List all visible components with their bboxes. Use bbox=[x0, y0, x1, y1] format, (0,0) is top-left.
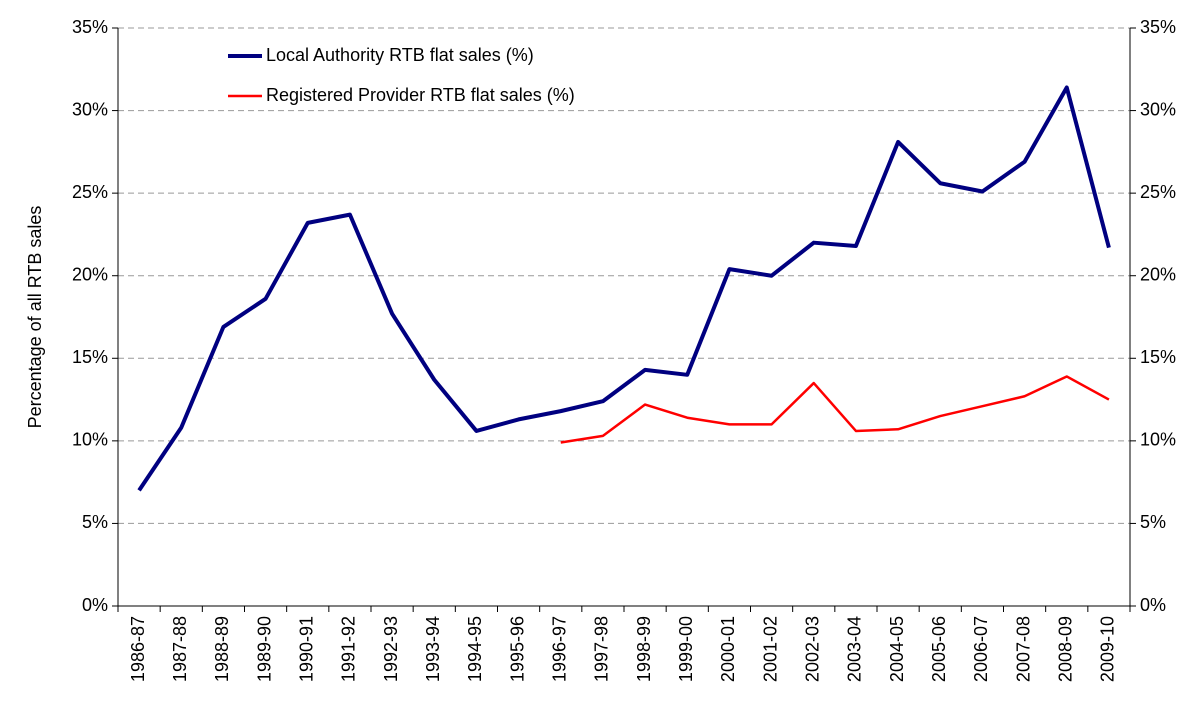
x-tick-label: 1995-96 bbox=[507, 616, 527, 682]
y2-tick-label: 10% bbox=[1140, 430, 1176, 450]
x-tick-label: 2002-03 bbox=[803, 616, 823, 682]
x-tick-label: 2000-01 bbox=[718, 616, 738, 682]
x-tick-label: 2005-06 bbox=[929, 616, 949, 682]
y-tick-label: 20% bbox=[72, 264, 108, 284]
x-tick-label: 1991-92 bbox=[339, 616, 359, 682]
legend-box bbox=[175, 36, 715, 108]
y-tick-label: 35% bbox=[72, 17, 108, 37]
x-tick-label: 1993-94 bbox=[423, 616, 443, 682]
y-tick-label: 25% bbox=[72, 182, 108, 202]
legend-label: Registered Provider RTB flat sales (%) bbox=[266, 85, 575, 105]
y-tick-label: 0% bbox=[82, 595, 108, 615]
y-tick-label: 15% bbox=[72, 347, 108, 367]
y2-tick-label: 35% bbox=[1140, 17, 1176, 37]
y-axis-label: Percentage of all RTB sales bbox=[25, 206, 45, 429]
y-tick-label: 10% bbox=[72, 430, 108, 450]
legend: Local Authority RTB flat sales (%) Regist… bbox=[175, 36, 715, 108]
x-tick-label: 2008-09 bbox=[1056, 616, 1076, 682]
series-line bbox=[560, 375, 1110, 444]
x-tick-label: 2006-07 bbox=[971, 616, 991, 682]
plot bbox=[137, 85, 1111, 492]
x-tick-label: 1987-88 bbox=[170, 616, 190, 682]
y2-tick-label: 20% bbox=[1140, 264, 1176, 284]
y2-tick-label: 15% bbox=[1140, 347, 1176, 367]
x-tick-label: 1990-91 bbox=[297, 616, 317, 682]
x-tick-label: 2003-04 bbox=[845, 616, 865, 682]
x-tick-label: 1999-00 bbox=[676, 616, 696, 682]
y2-tick-label: 25% bbox=[1140, 182, 1176, 202]
x-tick-label: 1986-87 bbox=[128, 616, 148, 682]
y-tick-label: 30% bbox=[72, 99, 108, 119]
x-tick-label: 1988-89 bbox=[212, 616, 232, 682]
x-tick-label: 2007-08 bbox=[1013, 616, 1033, 682]
x-tick-label: 2004-05 bbox=[887, 616, 907, 682]
x-tick-label: 1994-95 bbox=[465, 616, 485, 682]
x-tick-label: 1996-97 bbox=[550, 616, 570, 682]
y2-tick-label: 30% bbox=[1140, 99, 1176, 119]
legend-label: Local Authority RTB flat sales (%) bbox=[266, 45, 534, 65]
x-tick-label: 1989-90 bbox=[254, 616, 274, 682]
x-tick-label: 2009-10 bbox=[1098, 616, 1118, 682]
y2-tick-label: 5% bbox=[1140, 512, 1166, 532]
axes: 0% 5% 10% 15% 20% 25% 30% 35% 0% 5% 10% 15% 20% 25% 30… bbox=[72, 17, 1176, 682]
x-tick-label: 2001-02 bbox=[760, 616, 780, 682]
x-tick-label: 1992-93 bbox=[381, 616, 401, 682]
x-tick-label: 1998-99 bbox=[634, 616, 654, 682]
grid bbox=[118, 27, 1130, 524]
y2-tick-label: 0% bbox=[1140, 595, 1166, 615]
series-line bbox=[137, 85, 1111, 492]
y-tick-label: 5% bbox=[82, 512, 108, 532]
x-tick-label: 1997-98 bbox=[592, 616, 612, 682]
